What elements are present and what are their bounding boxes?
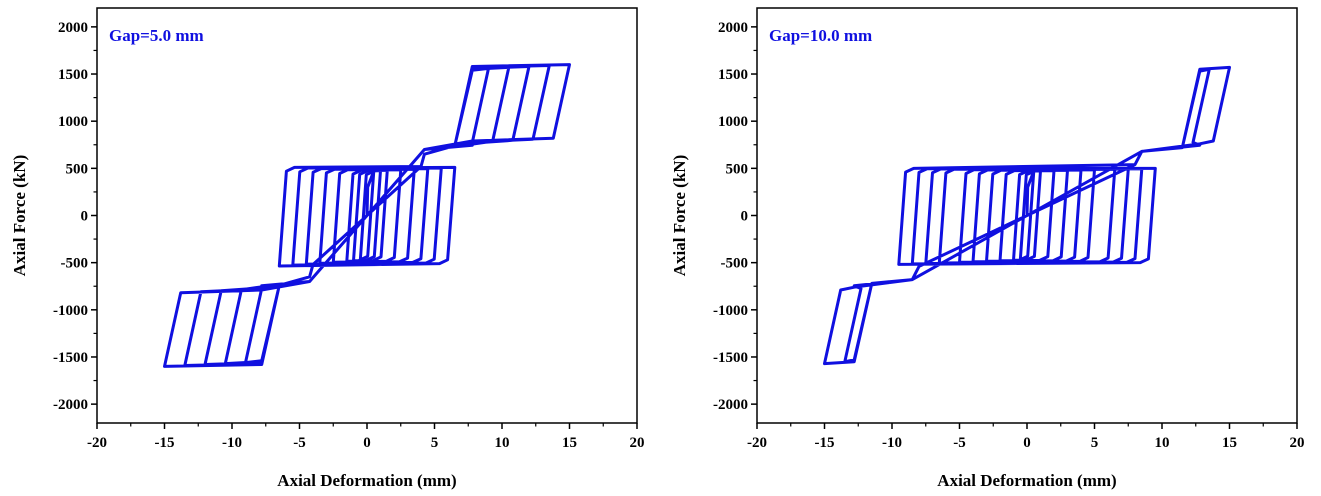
x-tick-label: 10 xyxy=(495,435,510,451)
y-tick-label: 2000 xyxy=(58,20,88,36)
y-tick-label: -1500 xyxy=(53,350,88,366)
x-tick-label: -5 xyxy=(293,435,306,451)
y-tick-label: 1500 xyxy=(718,67,748,83)
y-tick-label: 0 xyxy=(81,209,89,225)
y-tick-label: -500 xyxy=(721,256,749,272)
x-tick-label: 20 xyxy=(630,435,645,451)
x-tick-label: 20 xyxy=(1290,435,1305,451)
gap-annotation: Gap=5.0 mm xyxy=(109,26,204,45)
chart-panel-1: -20 -15 -10 -5 0 5 10 15 20 -2000 -1500 -1000 -500 0 5… xyxy=(10,8,645,490)
x-tick-label: -10 xyxy=(882,435,902,451)
y-tick-label: 1000 xyxy=(58,114,88,130)
x-axis-title: Axial Deformation (mm) xyxy=(277,471,456,490)
x-tick-label: -15 xyxy=(155,435,175,451)
x-tick-label: 0 xyxy=(1023,435,1031,451)
y-tick-label: 1000 xyxy=(718,114,748,130)
y-tick-label: 0 xyxy=(741,209,749,225)
x-tick-label: 10 xyxy=(1155,435,1170,451)
x-tick-label: 0 xyxy=(363,435,371,451)
y-tick-label: -1000 xyxy=(713,303,748,319)
x-tick-label: 15 xyxy=(1222,435,1237,451)
x-tick-label: 5 xyxy=(431,435,439,451)
y-axis-title: Axial Force (kN) xyxy=(10,155,29,277)
x-axis-title: Axial Deformation (mm) xyxy=(937,471,1116,490)
x-tick-label: -15 xyxy=(815,435,835,451)
y-tick-label: 500 xyxy=(66,161,89,177)
gap-annotation: Gap=10.0 mm xyxy=(769,26,872,45)
y-tick-label: -2000 xyxy=(713,397,748,413)
y-tick-label: 2000 xyxy=(718,20,748,36)
y-tick-label: -2000 xyxy=(53,397,88,413)
x-tick-label: -20 xyxy=(747,435,767,451)
x-tick-label: 15 xyxy=(562,435,577,451)
hysteresis-curve xyxy=(165,65,570,367)
y-tick-label: -500 xyxy=(61,256,89,272)
chart-panel-2: -20 -15 -10 -5 0 5 10 15 20 -2000 -1500 -1000 -500 0 5… xyxy=(670,8,1305,490)
x-tick-label: -5 xyxy=(953,435,966,451)
y-tick-label: -1000 xyxy=(53,303,88,319)
x-tick-label: -10 xyxy=(222,435,242,451)
y-tick-label: -1500 xyxy=(713,350,748,366)
x-tick-label: -20 xyxy=(87,435,107,451)
y-axis-title: Axial Force (kN) xyxy=(670,155,689,277)
y-tick-label: 1500 xyxy=(58,67,88,83)
x-tick-label: 5 xyxy=(1091,435,1099,451)
hysteresis-curve xyxy=(825,67,1230,363)
y-tick-label: 500 xyxy=(726,161,749,177)
